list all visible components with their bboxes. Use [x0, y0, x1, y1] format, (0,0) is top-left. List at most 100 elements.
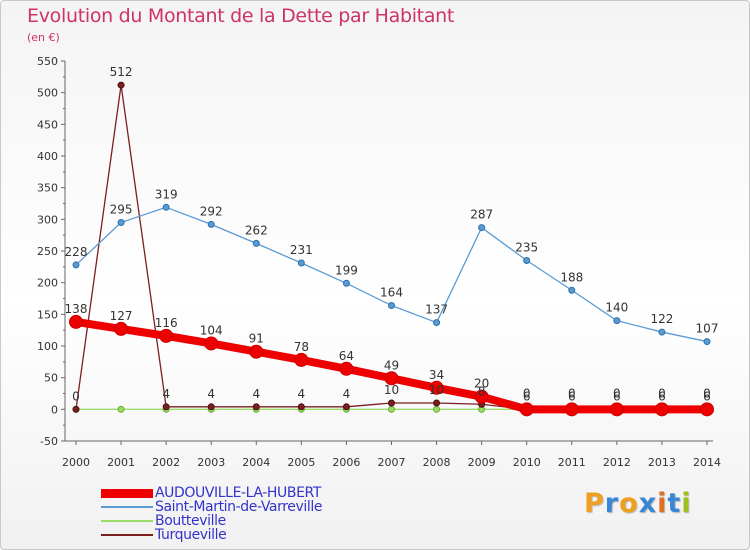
- logo-letter: x: [638, 488, 658, 519]
- data-point: [207, 220, 215, 228]
- data-label: 116: [155, 316, 178, 330]
- legend-label: AUDOUVILLE-LA-HUBERT: [155, 485, 322, 501]
- data-point: [519, 402, 534, 417]
- data-label: 4: [162, 387, 170, 401]
- data-label: 164: [380, 285, 403, 299]
- data-point: [297, 259, 305, 267]
- data-label: 228: [65, 245, 88, 259]
- data-point: [162, 403, 170, 411]
- legend-label: Turqueville: [155, 527, 227, 543]
- data-label: 6: [703, 389, 711, 403]
- data-point: [474, 389, 489, 404]
- data-label: 0: [703, 386, 711, 400]
- legend-swatch: [101, 506, 153, 508]
- data-point: [384, 371, 399, 386]
- logo-letter: i: [657, 488, 668, 519]
- data-label: 104: [200, 323, 223, 337]
- data-label: 8: [478, 384, 486, 398]
- data-point: [703, 338, 711, 346]
- data-label: 231: [290, 243, 313, 257]
- data-point: [342, 279, 350, 287]
- data-point: [114, 321, 129, 336]
- data-label: 107: [696, 322, 719, 336]
- data-point: [117, 405, 125, 413]
- y-tick-label: 100: [37, 340, 58, 353]
- data-label: 78: [294, 340, 309, 354]
- data-label: 10: [429, 383, 444, 397]
- y-tick-label: 200: [37, 277, 58, 290]
- data-label: 137: [425, 303, 448, 317]
- data-label: 0: [523, 386, 531, 400]
- data-label: 91: [249, 332, 264, 346]
- data-label: 188: [560, 270, 583, 284]
- data-label: 0: [568, 386, 576, 400]
- legend-label: Boutteville: [155, 513, 226, 529]
- data-point: [252, 403, 260, 411]
- y-tick-label: -50: [40, 435, 58, 448]
- logo-letter: P: [584, 488, 605, 519]
- data-point: [159, 328, 174, 343]
- legend-label: Saint-Martin-de-Varreville: [155, 499, 323, 515]
- x-tick-label: 2014: [693, 456, 721, 469]
- logo-letter: o: [619, 488, 639, 519]
- x-tick-label: 2012: [603, 456, 631, 469]
- legend-swatch: [101, 534, 153, 536]
- x-tick-label: 2005: [287, 456, 315, 469]
- data-label: 0: [72, 389, 80, 403]
- data-point: [429, 380, 444, 395]
- data-label: 4: [343, 387, 351, 401]
- x-tick-label: 2009: [468, 456, 496, 469]
- data-point: [523, 257, 531, 264]
- data-point: [339, 361, 354, 376]
- x-tick-label: 2000: [62, 456, 90, 469]
- data-label: 287: [470, 208, 493, 222]
- data-label: 199: [335, 263, 358, 277]
- data-label: 49: [384, 358, 399, 372]
- data-label: 512: [110, 65, 133, 79]
- data-label: 20: [474, 377, 489, 391]
- y-tick-label: 50: [44, 372, 58, 385]
- data-label: 140: [605, 301, 628, 315]
- data-label: 10: [384, 383, 399, 397]
- y-tick-label: 500: [37, 87, 58, 100]
- x-tick-label: 2006: [332, 456, 360, 469]
- data-point: [388, 405, 395, 413]
- data-label: 292: [200, 204, 223, 218]
- data-point: [72, 405, 80, 413]
- data-point: [117, 81, 125, 89]
- legend-swatch: [101, 520, 153, 522]
- chart-title: Evolution du Montant de la Dette par Hab…: [27, 5, 455, 27]
- data-point: [207, 403, 215, 411]
- y-tick-label: 350: [37, 182, 58, 195]
- x-tick-label: 2010: [513, 456, 541, 469]
- y-tick-label: 300: [37, 213, 58, 226]
- data-label: 0: [613, 386, 621, 400]
- x-tick-label: 2013: [648, 456, 676, 469]
- chart-subtitle: (en €): [27, 31, 60, 44]
- data-point: [162, 203, 170, 211]
- data-point: [478, 224, 486, 232]
- data-point: [69, 314, 83, 329]
- x-tick-label: 2001: [107, 456, 135, 469]
- data-label: 6: [658, 389, 666, 403]
- data-point: [249, 344, 264, 359]
- y-tick-label: 450: [37, 118, 58, 131]
- x-tick-label: 2007: [378, 456, 406, 469]
- data-point: [72, 261, 80, 269]
- y-tick-label: 550: [37, 55, 58, 68]
- proxiti-logo: Proxiti: [584, 488, 692, 519]
- data-label: 64: [339, 349, 354, 363]
- data-label: 4: [207, 387, 215, 401]
- data-label: 34: [429, 368, 444, 382]
- x-tick-label: 2004: [242, 456, 270, 469]
- data-point: [700, 402, 714, 417]
- data-label: 122: [650, 312, 673, 326]
- data-point: [204, 336, 219, 351]
- x-tick-label: 2002: [152, 456, 180, 469]
- logo-letter: t: [667, 488, 682, 519]
- data-point: [564, 402, 579, 417]
- data-point: [433, 399, 441, 407]
- x-tick-label: 2003: [197, 456, 225, 469]
- data-label: 262: [245, 223, 268, 237]
